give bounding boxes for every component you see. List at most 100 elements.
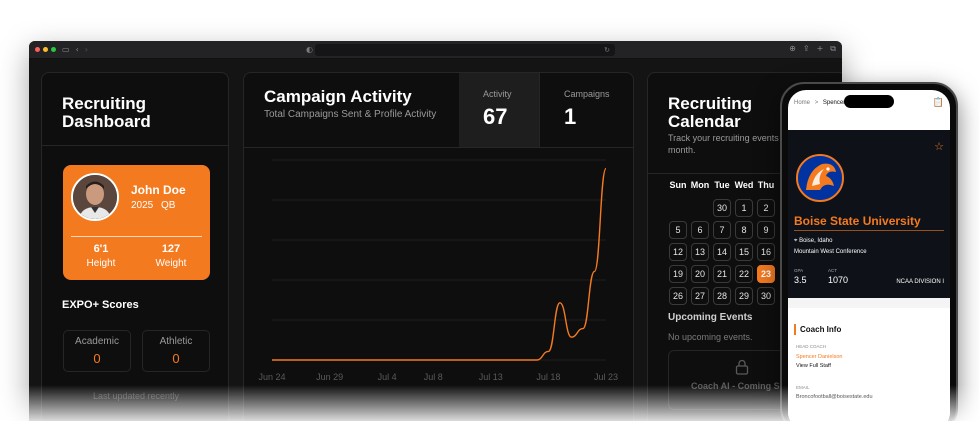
calendar-day[interactable]: 16	[757, 243, 775, 261]
breadcrumb: Home > Spencer	[794, 100, 845, 106]
breadcrumb-home[interactable]: Home	[794, 100, 811, 106]
calendar-day[interactable]: 19	[669, 265, 687, 283]
calendar-day[interactable]: 9	[757, 221, 775, 239]
calendar-day[interactable]: 28	[713, 287, 731, 305]
gpa-label: GPA	[794, 268, 804, 273]
favorite-star-icon[interactable]: ☆	[934, 140, 944, 153]
maximize-window-button[interactable]	[51, 47, 56, 52]
athletic-score-card[interactable]: Athletic 0	[142, 330, 210, 372]
window-controls	[35, 47, 56, 52]
divider	[42, 145, 228, 146]
tab-overview-icon[interactable]: ⧉	[830, 44, 836, 53]
tab-campaigns-value: 1	[564, 104, 577, 129]
calendar-day[interactable]: 30	[713, 199, 731, 217]
calendar-day[interactable]: 23	[757, 265, 775, 283]
act-value: 1070	[828, 275, 849, 285]
location-pin-icon: ⌖	[794, 238, 798, 244]
tab-activity[interactable]: Activity 67	[459, 73, 539, 147]
weekday-label: Mon	[690, 180, 710, 190]
x-tick-label: Jul 8	[424, 372, 443, 382]
new-tab-icon[interactable]: +	[816, 44, 824, 53]
calendar-day[interactable]: 21	[713, 265, 731, 283]
act-stat: ACT 1070	[828, 268, 848, 285]
calendar-day[interactable]: 15	[735, 243, 753, 261]
university-location: ⌖ Boise, Idaho	[794, 238, 832, 245]
x-tick-label: Jun 24	[258, 372, 285, 382]
calendar-day[interactable]: 29	[735, 287, 753, 305]
academic-label: Academic	[75, 336, 119, 347]
calendar-day[interactable]: 13	[691, 243, 709, 261]
coach-info-title: Coach Info	[800, 325, 842, 334]
breadcrumb-separator: >	[814, 100, 819, 106]
reload-icon[interactable]: ↻	[604, 46, 610, 54]
weight-stat: 127 Weight	[141, 243, 201, 269]
tab-activity-value: 67	[483, 104, 508, 129]
calendar-day[interactable]: 22	[735, 265, 753, 283]
calendar-day[interactable]: 20	[691, 265, 709, 283]
address-bar[interactable]: ◐ ↻	[306, 44, 615, 56]
academic-value: 0	[93, 351, 101, 366]
browser-window: ▭ ‹ › ◐ ↻ ⊕ ⇪ + ⧉ Recruiting Dashboard	[29, 41, 842, 421]
university-name: Boise State University	[794, 214, 921, 228]
academic-score-card[interactable]: Academic 0	[63, 330, 131, 372]
calendar-day[interactable]: 7	[713, 221, 731, 239]
weekday-label: Sun	[669, 180, 687, 190]
calendar-title: Recruiting Calendar	[668, 94, 753, 131]
browser-toolbar: ▭ ‹ › ◐ ↻ ⊕ ⇪ + ⧉	[29, 41, 842, 59]
weight-value: 127	[161, 243, 181, 255]
university-header: ☆ Boise State University ⌖ Boise, Idaho …	[788, 130, 950, 298]
athletic-value: 0	[172, 351, 180, 366]
forward-icon[interactable]: ›	[84, 44, 88, 54]
calendar-weekday-header: Sun Mon Tue Wed Thu	[667, 180, 777, 190]
dynamic-island	[844, 95, 894, 108]
view-full-staff-link[interactable]: View Full Staff	[796, 363, 831, 369]
calendar-day[interactable]: 8	[735, 221, 753, 239]
breadcrumb-current: Spencer	[822, 100, 846, 106]
x-tick-label: Jul 4	[378, 372, 397, 382]
minimize-window-button[interactable]	[43, 47, 48, 52]
coach-info-card: Coach Info HEAD COACH Spencer Danielson …	[788, 308, 950, 421]
head-coach-name[interactable]: Spencer Danielson	[796, 354, 843, 360]
location-text: Boise, Idaho	[799, 238, 833, 244]
calendar-day[interactable]: 5	[669, 221, 687, 239]
campaign-activity-card: Campaign Activity Total Campaigns Sent &…	[243, 72, 634, 421]
calendar-day[interactable]: 14	[713, 243, 731, 261]
privacy-shield-icon[interactable]: ◐	[306, 45, 313, 54]
activity-line-chart: Jun 24 Jun 29 Jul 4 Jul 8 Jul 13 Jul 18 Jul 23	[258, 159, 618, 382]
last-updated-text: Last updated recently	[92, 391, 180, 401]
calendar-day[interactable]: 6	[691, 221, 709, 239]
download-icon[interactable]: ⊕	[789, 44, 796, 53]
email-value[interactable]: Broncofootball@boisestate.edu	[796, 394, 873, 400]
divider	[244, 147, 633, 148]
recruiting-dashboard-card: Recruiting Dashboard John Doe 2025	[41, 72, 229, 421]
gpa-stat: GPA 3.5	[794, 268, 807, 285]
clipboard-icon[interactable]: 📋	[932, 98, 944, 108]
calendar-day[interactable]: 27	[691, 287, 709, 305]
profile-card[interactable]: John Doe 2025 QB 6'1 Height 127 Weight	[63, 165, 210, 280]
calendar-day[interactable]: 2	[757, 199, 775, 217]
calendar-day[interactable]: 12	[669, 243, 687, 261]
athlete-photo	[73, 175, 117, 219]
x-tick-label: Jul 23	[594, 372, 618, 382]
close-window-button[interactable]	[35, 47, 40, 52]
calendar-day[interactable]: 1	[735, 199, 753, 217]
tab-campaigns-label: Campaigns	[564, 89, 610, 99]
athlete-name: John Doe	[131, 183, 186, 197]
back-icon[interactable]: ‹	[75, 44, 79, 54]
lock-icon	[735, 359, 749, 375]
upcoming-events-title: Upcoming Events	[668, 312, 753, 323]
campaign-title: Campaign Activity	[264, 87, 412, 106]
phone-screen: Home > Spencer 📋 ☆ Boise State Universit…	[788, 90, 950, 421]
sidebar-toggle-icon[interactable]: ▭	[62, 44, 70, 54]
calendar-day[interactable]: 30	[757, 287, 775, 305]
share-icon[interactable]: ⇪	[802, 44, 810, 53]
calendar-subtitle: Track your recruiting events this month.	[668, 133, 796, 155]
upcoming-events-empty: No upcoming events.	[668, 332, 753, 342]
calendar-day[interactable]: 26	[669, 287, 687, 305]
weekday-label: Wed	[734, 180, 754, 190]
tab-campaigns[interactable]: Campaigns 1	[539, 73, 633, 147]
x-tick-label: Jul 13	[479, 372, 503, 382]
height-label: Height	[86, 258, 116, 269]
head-coach-label: HEAD COACH	[796, 344, 827, 349]
